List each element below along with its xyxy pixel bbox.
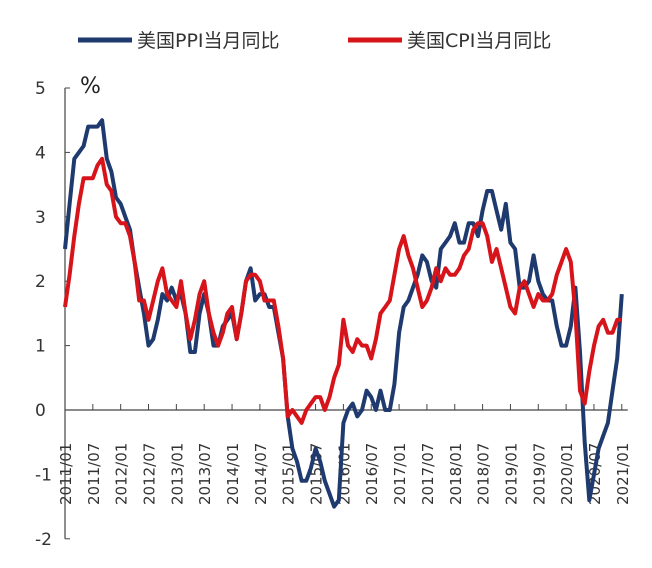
x-tick-label: 2019/01 [502,443,520,505]
y-tick-label: 2 [35,272,46,292]
y-tick-label: 3 [35,208,46,228]
x-tick-label: 2021/01 [614,443,632,505]
legend-label-cpi: 美国CPI当月同比 [407,30,551,52]
x-tick-label: 2013/07 [196,443,214,505]
y-tick-label: 5 [35,79,46,99]
x-tick-label: 2017/07 [419,443,437,505]
y-tick-label: 4 [35,143,46,163]
x-tick-label: 2018/01 [447,443,465,505]
x-tick-label: 2011/07 [85,443,103,505]
x-tick-label: 2011/01 [57,443,75,505]
x-tick-label: 2019/07 [530,443,548,505]
x-tick-label: 2014/07 [252,443,270,505]
x-tick-label: 2018/07 [475,443,493,505]
x-tick-label: 2020/01 [558,443,576,505]
x-tick-label: 2015/01 [280,443,298,505]
x-tick-label: 2017/01 [391,443,409,505]
y-tick-label: 1 [35,337,46,357]
x-tick-label: 2016/07 [363,443,381,505]
ppi-series-line [63,118,624,509]
legend: 美国PPI当月同比 美国CPI当月同比 [78,30,551,52]
x-tick-label: 2014/01 [224,443,242,505]
x-tick-label: 2013/01 [168,443,186,505]
y-tick-label: 0 [35,401,46,421]
x-tick-label: 2012/07 [141,443,159,505]
y-tick-label: -1 [35,465,52,485]
y-tick-label: -2 [35,530,52,550]
y-axis-unit-label: % [80,74,101,99]
cpi-series-line [63,156,622,425]
x-tick-label: 2012/01 [113,443,131,505]
legend-label-ppi: 美国PPI当月同比 [137,30,280,52]
